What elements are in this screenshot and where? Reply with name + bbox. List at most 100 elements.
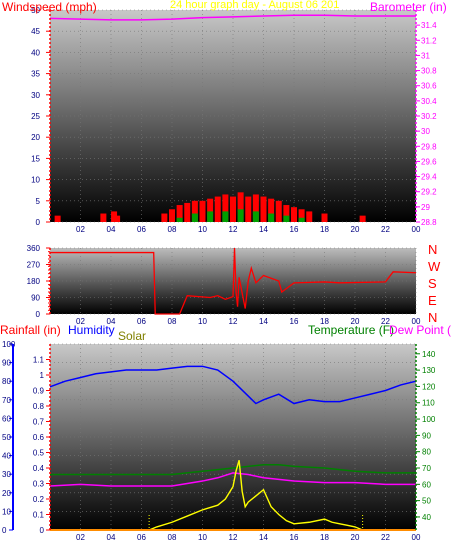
panel3-marks	[49, 365, 417, 531]
wind-gust-bar	[298, 209, 305, 222]
temperature-y-tick-label: 90	[422, 431, 431, 440]
windspeed-y-tick-label: 5	[36, 197, 41, 206]
panel1-x-tick-label: 04	[107, 225, 116, 234]
rainfall-y-tick-label: 60	[2, 414, 11, 423]
humidity-y-tick-label: 0.3	[33, 480, 45, 489]
barometer-y-tick-label: 30.2	[421, 112, 437, 121]
panel3-x-tick-label: 04	[107, 533, 116, 542]
panel2-x-tick-label: 20	[351, 317, 360, 326]
panel1-x-tick-label: 22	[381, 225, 390, 234]
temperature-y-tick-label: 40	[422, 513, 431, 522]
humidity-y-tick-label: 0.5	[33, 449, 45, 458]
panel1-x-tick-label: 10	[198, 225, 207, 234]
barometer-y-tick-label: 31.4	[421, 21, 437, 30]
wind-gust-bar	[275, 200, 282, 222]
panel3-x-tick-label: 18	[320, 533, 329, 542]
panel2-x-tick-label: 04	[107, 317, 116, 326]
direction-y-tick-label: 0	[36, 310, 41, 319]
wind-gust-bar	[184, 202, 191, 222]
barometer-y-tick-label: 30.8	[421, 67, 437, 76]
humidity-y-tick-label: 1.1	[33, 356, 45, 365]
wind-gust-bar	[222, 194, 229, 222]
barometer-y-tick-label: 31.2	[421, 36, 437, 45]
graph-day-title: 24 hour graph day - August 06 201	[170, 0, 339, 11]
temperature-y-tick-label: 50	[422, 497, 431, 506]
wind-gust-bar	[268, 198, 275, 222]
panel3-x-tick-label: 08	[168, 533, 177, 542]
humidity-y-tick-label: 0.7	[33, 418, 45, 427]
humidity-y-tick-label: 0.9	[33, 387, 45, 396]
panel2-axes: 0 90 180 270 360 02 04 06 08 10 12 14 16 18 20 22 00	[27, 244, 421, 326]
compass-label-e: E	[428, 293, 437, 308]
panel3-x-tick-label: 22	[381, 533, 390, 542]
humidity-title: Humidity	[68, 323, 115, 337]
panel3-x-tick-label: 14	[259, 533, 268, 542]
wind-avg-bar	[283, 215, 290, 222]
windspeed-y-tick-label: 50	[31, 6, 40, 15]
wind-gust-bar	[321, 213, 328, 222]
barometer-y-tick-label: 28.8	[421, 218, 437, 227]
panel1-x-tick-label: 06	[137, 225, 146, 234]
wind-direction-line	[50, 247, 417, 315]
wind-gust-bar	[214, 196, 221, 222]
panel2-x-tick-label: 00	[412, 317, 421, 326]
panel2-x-tick-label: 08	[168, 317, 177, 326]
rainfall-y-tick-label: 50	[2, 433, 11, 442]
panel2-x-tick-label: 06	[137, 317, 146, 326]
compass-label-w: W	[428, 259, 441, 274]
panel2-x-tick-label: 12	[229, 317, 238, 326]
panel2-x-tick-label: 10	[198, 317, 207, 326]
temperature-line	[50, 463, 416, 476]
panel3-x-tick-label: 02	[76, 533, 85, 542]
barometer-y-tick-label: 29.2	[421, 188, 437, 197]
windspeed-y-tick-label: 15	[31, 154, 40, 163]
panel2-x-tick-label: 18	[320, 317, 329, 326]
barometer-y-tick-label: 30.6	[421, 82, 437, 91]
wind-gust-bar	[237, 192, 244, 222]
humidity-y-tick-label: 0.1	[33, 511, 45, 520]
panel3-x-tick-label: 10	[198, 533, 207, 542]
wind-gust-bar	[283, 205, 290, 222]
wind-gust-bar	[54, 215, 61, 222]
wind-gust-bar	[100, 213, 107, 222]
barometer-title: Barometer (in)	[370, 0, 447, 14]
windspeed-title: Windspeed (mph)	[2, 0, 97, 14]
barometer-line	[49, 14, 416, 21]
wind-avg-bar	[298, 217, 305, 222]
panel3-x-tick-label: 12	[229, 533, 238, 542]
humidity-y-tick-label: 1	[40, 371, 45, 380]
compass-label-n-top: N	[428, 242, 437, 257]
wind-avg-bar	[176, 217, 183, 222]
panel3-gridlines	[50, 343, 417, 531]
rainfall-y-tick-label: 90	[2, 359, 11, 368]
humidity-y-tick-label: 0.2	[33, 495, 45, 504]
temperature-y-tick-label: 80	[422, 448, 431, 457]
humidity-y-tick-label: 0	[40, 526, 45, 535]
wind-gust-bar	[191, 200, 198, 222]
windspeed-y-tick-label: 20	[31, 133, 40, 142]
windspeed-y-tick-label: 25	[31, 112, 40, 121]
wind-avg-bar	[222, 211, 229, 222]
panel1-x-tick-label: 12	[229, 225, 238, 234]
barometer-y-tick-label: 29.8	[421, 142, 437, 151]
compass-labels: N W S E N	[428, 242, 441, 325]
panel3-x-tick-label: 00	[412, 533, 421, 542]
direction-y-tick-label: 180	[27, 277, 41, 286]
wind-gust-bar	[291, 207, 297, 222]
rainfall-y-tick-label: 30	[2, 470, 11, 479]
compass-label-n-bottom: N	[428, 310, 437, 325]
direction-y-tick-label: 270	[27, 261, 41, 270]
windspeed-y-tick-label: 30	[31, 91, 40, 100]
wind-gust-bar	[161, 213, 168, 222]
panel1-gridlines	[50, 9, 417, 223]
panel1-x-tick-label: 16	[290, 225, 299, 234]
wind-gust-bar	[230, 196, 236, 222]
windspeed-y-tick-label: 45	[31, 27, 40, 36]
panel2-x-tick-label: 22	[381, 317, 390, 326]
panel1-x-tick-label: 20	[351, 225, 360, 234]
solar-title: Solar	[118, 329, 146, 343]
rainfall-y-tick-label: 70	[2, 396, 11, 405]
windspeed-y-tick-label: 10	[31, 176, 40, 185]
rainfall-y-tick-label: 40	[2, 452, 11, 461]
wind-gust-bar	[199, 200, 206, 222]
